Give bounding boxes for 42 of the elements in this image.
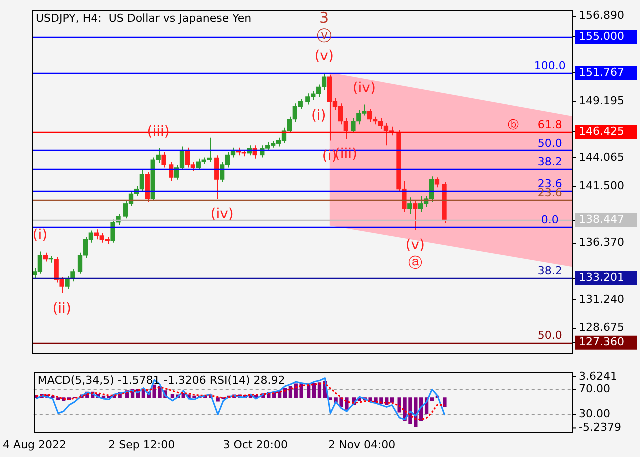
annotation: 100.0 [534, 59, 566, 72]
x-tick-label: 3 Oct 20:00 [223, 438, 288, 452]
y-tick-label: 155.000 [579, 30, 624, 44]
y-tick-label: 136.370 [579, 236, 624, 250]
y-tick-label: 128.675 [579, 321, 624, 334]
annotation: (i) [32, 227, 48, 244]
y-tick-label: 131.240 [579, 292, 624, 306]
x-tick-label: 2 Nov 04:00 [328, 438, 396, 452]
chart-title: USDJPY, H4: US Dollar vs Japanese Yen [36, 12, 252, 25]
y-tick-label: 70.00 [579, 382, 610, 396]
y-tick-label: 146.425 [579, 124, 624, 138]
x-tick-label: 4 Aug 2022 [3, 438, 67, 452]
annotation: (iv) [352, 80, 376, 96]
y-tick-label: 127.360 [579, 336, 624, 349]
annotation: ⓑ [508, 118, 520, 132]
annotation: 38.2 [538, 264, 562, 278]
annotation: 61.8 [538, 118, 562, 132]
annotation: (v) [406, 238, 425, 254]
annotation: (i) [311, 108, 326, 124]
annotation: (ii) [52, 300, 72, 317]
y-tick-label: 138.447 [579, 213, 624, 226]
y2-tick-label: 3.6241 [579, 370, 618, 383]
chart-title: MACD(5,34,5) -1.5781 -1.3206 RSI(14) 28.92 [38, 374, 286, 387]
y-tick-label: 149.195 [579, 94, 624, 108]
y-tick-label: 141.500 [579, 179, 624, 192]
annotation: (v) [314, 48, 334, 65]
y-tick-label: 133.201 [579, 271, 624, 284]
annotation: ⓐ [408, 256, 422, 272]
annotation: 38.2 [538, 155, 562, 168]
y-tick-label: 151.767 [579, 66, 624, 79]
annotation: (i) [322, 148, 338, 164]
y2-tick-label: -5.2379 [579, 421, 622, 434]
annotation: (iv) [210, 206, 234, 223]
x-tick-label: 2 Sep 12:00 [108, 438, 176, 452]
annotation: (iii) [334, 146, 358, 163]
y-tick-label: 30.00 [579, 408, 610, 421]
annotation: 50.0 [538, 136, 562, 150]
annotation: 3 [320, 8, 330, 27]
annotation: 50.0 [538, 329, 562, 342]
y-tick-label: 156.890 [579, 9, 624, 22]
y-tick-label: 144.065 [579, 151, 624, 164]
annotation: 0.0 [541, 214, 559, 227]
